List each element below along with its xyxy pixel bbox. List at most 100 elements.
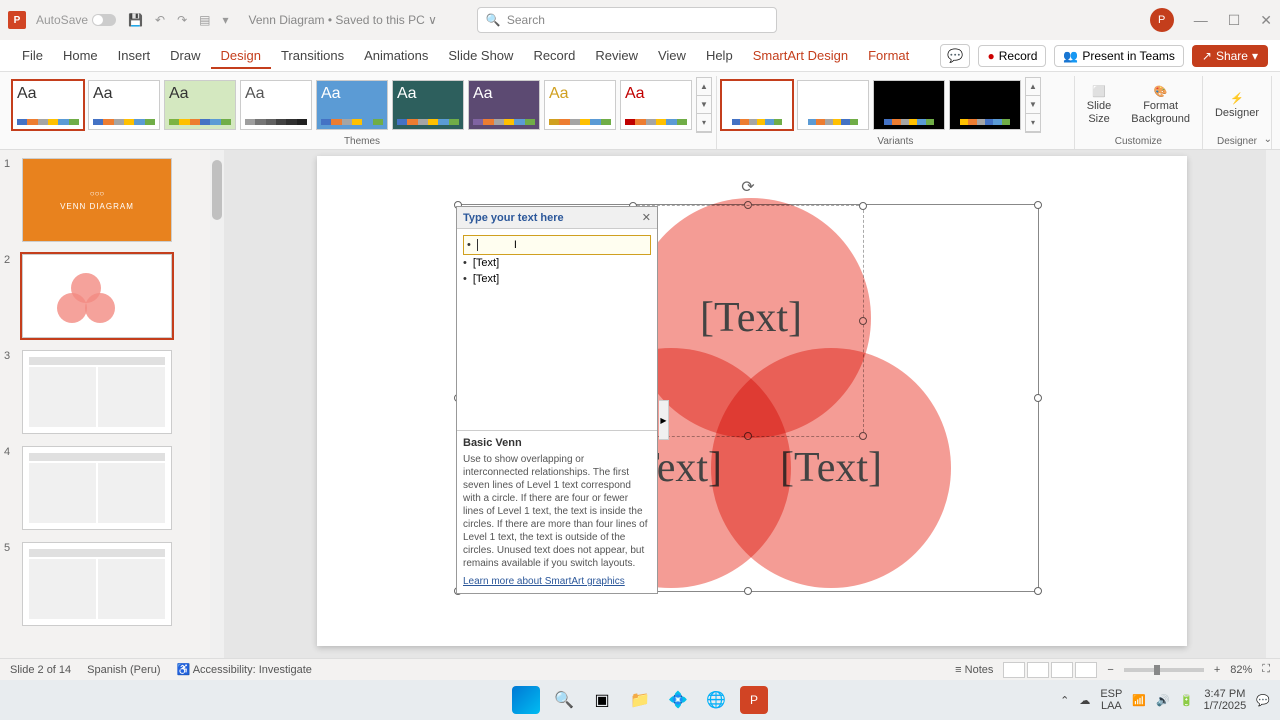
ribbon-tab-home[interactable]: Home [53,42,108,69]
variants-gallery-controls[interactable]: ▲▼▾ [1025,77,1041,133]
start-icon[interactable] [512,686,540,714]
variant-thumb[interactable] [721,80,793,130]
theme-thumb[interactable]: Aa [12,80,84,130]
theme-thumb[interactable]: Aa [620,80,692,130]
theme-thumb[interactable]: Aa [316,80,388,130]
slide-thumbnail[interactable]: 3 [4,350,206,434]
slide-counter[interactable]: Slide 2 of 14 [10,664,71,676]
ribbon-tab-animations[interactable]: Animations [354,42,438,69]
save-icon[interactable]: 💾 [128,13,143,27]
maximize-icon[interactable]: ☐ [1228,12,1241,29]
clock[interactable]: 3:47 PM1/7/2025 [1203,688,1246,712]
slideshow-view-icon[interactable] [1075,662,1097,678]
volume-icon[interactable]: 🔊 [1156,694,1170,707]
thumbnail-scrollbar[interactable] [210,150,224,658]
editor-scrollbar[interactable] [1266,150,1280,658]
text-pane-collapse-handle[interactable]: ▶ [659,400,669,440]
learn-more-link[interactable]: Learn more about SmartArt graphics [463,576,651,587]
chrome-icon[interactable]: 🌐 [702,686,730,714]
minimize-icon[interactable]: — [1194,12,1208,29]
ribbon-tab-review[interactable]: Review [585,42,648,69]
slack-icon[interactable]: 💠 [664,686,692,714]
slide-thumbnail[interactable]: 1○○○VENN DIAGRAM [4,158,206,242]
comments-icon[interactable]: 💬 [940,44,970,68]
text-pane-item[interactable]: •[Text] [463,271,651,287]
fit-icon[interactable]: ⛶ [1262,663,1270,676]
explorer-icon[interactable]: 📁 [626,686,654,714]
theme-thumb[interactable]: Aa [164,80,236,130]
zoom-slider[interactable] [1124,668,1204,672]
notes-button[interactable]: ≡ Notes [955,664,993,676]
powerpoint-taskbar-icon[interactable]: P [740,686,768,714]
ribbon-tab-design[interactable]: Design [211,42,271,69]
theme-thumb[interactable]: Aa [88,80,160,130]
theme-thumb[interactable]: Aa [240,80,312,130]
autosave-toggle[interactable]: AutoSave [36,13,116,27]
record-button[interactable]: ●Record [978,45,1046,67]
variant-thumb[interactable] [873,80,945,130]
theme-thumb[interactable]: Aa [468,80,540,130]
battery-icon[interactable]: 🔋 [1180,694,1194,707]
wifi-icon[interactable]: 📶 [1132,694,1146,707]
ribbon-tab-smartart-design[interactable]: SmartArt Design [743,42,858,69]
collapse-ribbon-icon[interactable]: ⌄ [1264,134,1272,145]
slide-thumbnail[interactable]: 4 [4,446,206,530]
variant-thumb[interactable] [949,80,1021,130]
user-avatar[interactable]: P [1150,8,1174,32]
ribbon-tab-file[interactable]: File [12,42,53,69]
ribbon-tab-record[interactable]: Record [523,42,585,69]
search-icon: 🔍 [486,13,501,27]
document-title[interactable]: Venn Diagram • Saved to this PC ∨ [249,13,437,27]
reading-view-icon[interactable] [1051,662,1073,678]
text-pane-item[interactable]: •[Text] [463,255,651,271]
resize-handle[interactable] [1034,394,1042,402]
zoom-in-icon[interactable]: + [1214,664,1220,676]
format-background-button[interactable]: 🎨 Format Background [1123,81,1198,128]
share-button[interactable]: ↗Share▾ [1192,45,1268,67]
resize-handle[interactable] [1034,587,1042,595]
ribbon-tab-help[interactable]: Help [696,42,743,69]
undo-icon[interactable]: ↶ [155,13,165,27]
ribbon-tab-view[interactable]: View [648,42,696,69]
slide-thumbnail[interactable]: 5 [4,542,206,626]
notifications-icon[interactable]: 💬 [1256,694,1270,707]
language-status[interactable]: Spanish (Peru) [87,664,160,676]
zoom-out-icon[interactable]: − [1107,664,1113,676]
normal-view-icon[interactable] [1003,662,1025,678]
variant-thumb[interactable] [797,80,869,130]
ribbon-tab-transitions[interactable]: Transitions [271,42,354,69]
slide-thumbnail[interactable]: 2 [4,254,206,338]
text-pane-item[interactable]: •I [463,235,651,255]
redo-icon[interactable]: ↷ [177,13,187,27]
slide-canvas[interactable]: ⟳ [317,156,1187,646]
rotate-handle-icon[interactable]: ⟳ [741,177,754,197]
search-taskbar-icon[interactable]: 🔍 [550,686,578,714]
theme-thumb[interactable]: Aa [544,80,616,130]
themes-gallery-controls[interactable]: ▲▼▾ [696,77,712,133]
onedrive-icon[interactable]: ☁ [1079,694,1090,707]
slide-editor[interactable]: ⟳ [224,150,1280,658]
designer-button[interactable]: ⚡ Designer [1207,88,1267,123]
venn-circle[interactable]: [Text] [711,348,951,588]
ribbon-tab-draw[interactable]: Draw [160,42,210,69]
accessibility-status[interactable]: ♿ Accessibility: Investigate [177,663,312,676]
close-text-pane-icon[interactable]: ✕ [642,211,651,224]
dropdown-icon[interactable]: ▾ [222,13,228,27]
ribbon-tab-format[interactable]: Format [858,42,919,69]
resize-handle[interactable] [1034,201,1042,209]
close-icon[interactable]: ✕ [1260,12,1272,29]
ribbon-tab-insert[interactable]: Insert [108,42,161,69]
present-icon[interactable]: ▤ [199,13,210,27]
tray-chevron-icon[interactable]: ⌃ [1060,694,1069,707]
language-indicator[interactable]: ESPLAA [1100,688,1122,712]
taskview-icon[interactable]: ▣ [588,686,616,714]
text-pane-list[interactable]: •I•[Text]•[Text] [457,229,657,430]
slide-size-button[interactable]: ⬜ Slide Size [1079,81,1119,128]
search-input[interactable]: 🔍 Search [477,7,777,33]
toggle-icon[interactable] [92,14,116,26]
ribbon-tab-slide-show[interactable]: Slide Show [438,42,523,69]
present-teams-button[interactable]: 👥Present in Teams [1054,45,1183,67]
sorter-view-icon[interactable] [1027,662,1049,678]
theme-thumb[interactable]: Aa [392,80,464,130]
zoom-level[interactable]: 82% [1230,664,1252,676]
